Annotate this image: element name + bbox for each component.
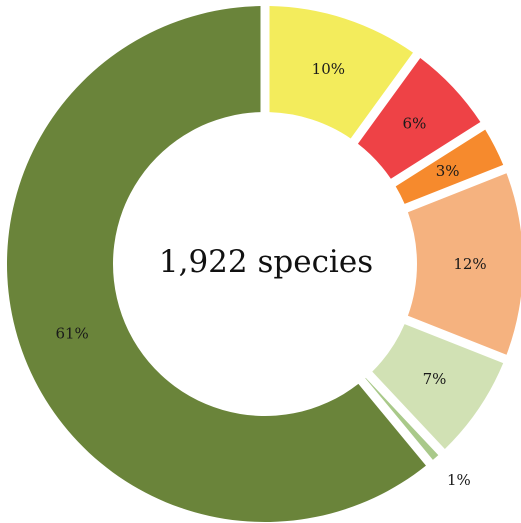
slice-label-3pct: 3% bbox=[436, 162, 460, 180]
slice-label-61pct: 61% bbox=[55, 324, 88, 342]
donut-slice-3pct bbox=[395, 129, 504, 204]
slice-label-6pct: 6% bbox=[403, 115, 427, 133]
slice-labels-group: 10% 6% 3% 12% 7% 1% 61% bbox=[55, 60, 486, 489]
donut-slice-12pct bbox=[407, 173, 521, 355]
center-label: 1,922 species bbox=[159, 244, 373, 280]
donut-slice-61pct bbox=[6, 6, 426, 522]
donut-slice-6pct bbox=[357, 57, 481, 179]
slice-label-12pct: 12% bbox=[453, 255, 486, 273]
slice-label-1pct: 1% bbox=[447, 471, 471, 489]
slices-group bbox=[6, 6, 521, 522]
donut-slice-1pct bbox=[365, 377, 439, 460]
slice-label-7pct: 7% bbox=[423, 370, 447, 388]
donut-slice-10pct bbox=[269, 6, 413, 139]
donut-slice-7pct bbox=[372, 324, 504, 449]
slice-label-10pct: 10% bbox=[312, 60, 345, 78]
